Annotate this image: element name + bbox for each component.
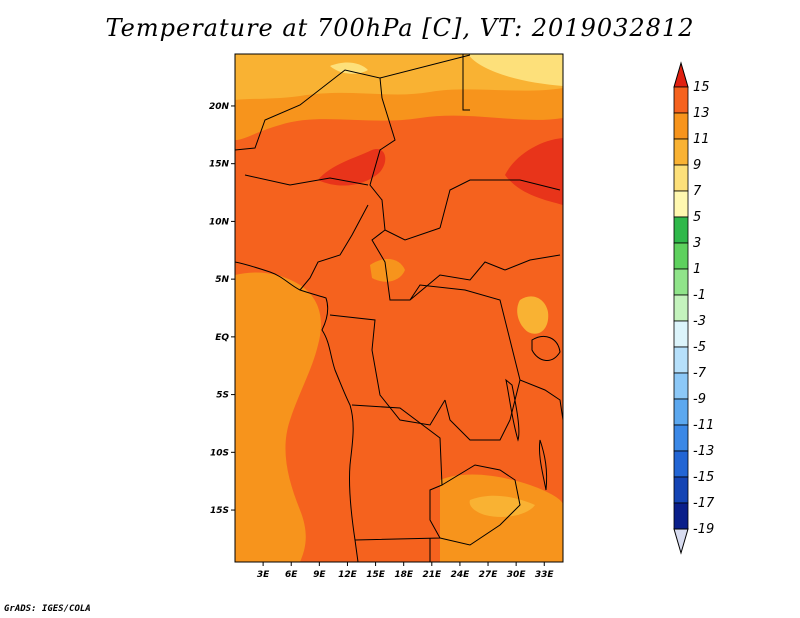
x-tick-label: 33E bbox=[535, 570, 555, 580]
colorbar-label: 3 bbox=[693, 236, 701, 251]
x-tick-label: 9E bbox=[313, 570, 326, 580]
border-nigeria-cameroon bbox=[299, 204, 369, 291]
x-tick-label: 27E bbox=[479, 570, 499, 580]
y-axis: 20N 15N 10N 5N EQ 5S 10S 15S bbox=[209, 102, 235, 516]
colorbar: 15 13 11 9 7 5 3 1 -1 -3 -5 -7 -9 -11 -13 -15 -17 -19 bbox=[673, 61, 715, 555]
colorbar-label: 7 bbox=[693, 184, 702, 199]
colorbar-segment bbox=[673, 450, 689, 478]
field-7c-north bbox=[235, 54, 563, 100]
temperature-field bbox=[235, 54, 563, 562]
y-tick-label: 20N bbox=[209, 102, 230, 112]
colorbar-label: -3 bbox=[693, 314, 706, 329]
map-frame bbox=[234, 53, 564, 563]
border-niger-nigeria bbox=[244, 174, 369, 186]
credit-label: GrADS: IGES/COLA bbox=[4, 604, 91, 614]
colorbar-label: -11 bbox=[693, 418, 714, 433]
colorbar-segment bbox=[673, 424, 689, 452]
colorbar-label: 15 bbox=[693, 80, 710, 95]
field-13c-sahel bbox=[318, 149, 386, 186]
colorbar-label: 9 bbox=[693, 158, 701, 173]
colorbar-segment bbox=[673, 476, 689, 504]
colorbar-segment bbox=[673, 164, 689, 192]
colorbar-label: -7 bbox=[693, 366, 707, 381]
field-7c-south bbox=[469, 495, 535, 517]
colorbar-segment bbox=[673, 294, 689, 322]
x-tick-label: 15E bbox=[366, 570, 386, 580]
y-tick-label: 15N bbox=[209, 160, 230, 170]
chart-title: Temperature at 700hPa [C], VT: 201903281… bbox=[105, 14, 695, 42]
colorbar-label: 1 bbox=[693, 262, 701, 277]
x-tick-label: 30E bbox=[507, 570, 527, 580]
border-sudan-ssudan bbox=[439, 179, 561, 229]
field-9c-congo bbox=[370, 258, 405, 282]
colorbar-arrow-bottom bbox=[673, 528, 689, 555]
field-9c-atlantic bbox=[235, 272, 321, 562]
colorbar-segment bbox=[673, 346, 689, 374]
colorbar-label: -5 bbox=[693, 340, 706, 355]
colorbar-segment bbox=[673, 216, 689, 244]
x-axis: 3E 6E 9E 12E 15E 18E 21E 24E 27E 30E 33E bbox=[257, 562, 555, 580]
colorbar-segment bbox=[673, 268, 689, 296]
border-drc-west bbox=[329, 314, 446, 426]
border-libya-chad bbox=[379, 54, 471, 79]
colorbar-segment bbox=[673, 190, 689, 218]
colorbar-label: -15 bbox=[693, 470, 714, 485]
colorbar-segment bbox=[673, 502, 689, 530]
colorbar-segment bbox=[673, 112, 689, 140]
border-east-africa bbox=[504, 254, 561, 271]
x-tick-label: 3E bbox=[257, 570, 270, 580]
y-tick-label: 15S bbox=[210, 506, 229, 516]
coastline-west-africa bbox=[235, 261, 359, 562]
y-tick-label: 5N bbox=[215, 275, 229, 285]
colorbar-arrow-top bbox=[673, 61, 689, 88]
y-tick-label: 10N bbox=[209, 217, 230, 227]
lake-tanganyika bbox=[505, 378, 520, 442]
colorbar-label: -9 bbox=[693, 392, 706, 407]
colorbar-label: -17 bbox=[693, 496, 715, 511]
colorbar-segment bbox=[673, 398, 689, 426]
border-zambia bbox=[439, 464, 521, 546]
y-tick-label: EQ bbox=[215, 333, 229, 343]
colorbar-segment bbox=[673, 138, 689, 166]
border-angola bbox=[351, 404, 443, 541]
y-tick-label: 5S bbox=[216, 391, 229, 401]
field-9c-south bbox=[440, 474, 563, 562]
colorbar-segment bbox=[673, 86, 689, 114]
field-5c-ne bbox=[468, 54, 563, 86]
field-5c-nw bbox=[330, 62, 368, 74]
colorbar-label: 5 bbox=[693, 210, 701, 225]
x-tick-label: 24E bbox=[451, 570, 471, 580]
colorbar-label: -1 bbox=[693, 288, 706, 303]
colorbar-label: 11 bbox=[693, 132, 710, 147]
colorbar-label: -19 bbox=[693, 522, 714, 537]
colorbar-segment bbox=[673, 320, 689, 348]
x-tick-label: 12E bbox=[338, 570, 358, 580]
colorbar-segment bbox=[673, 242, 689, 270]
lake-malawi bbox=[539, 439, 548, 491]
border-tanzania bbox=[519, 379, 563, 421]
field-13c-sudan bbox=[505, 138, 563, 205]
x-tick-label: 18E bbox=[394, 570, 414, 580]
x-tick-label: 6E bbox=[285, 570, 298, 580]
border-chad bbox=[369, 97, 441, 241]
colorbar-label: 13 bbox=[693, 106, 710, 121]
y-tick-label: 10S bbox=[210, 448, 229, 458]
colorbar-label: -13 bbox=[693, 444, 714, 459]
lake-victoria bbox=[531, 336, 561, 361]
country-borders bbox=[235, 54, 563, 562]
colorbar-segment bbox=[673, 372, 689, 400]
field-7c-eastafrica bbox=[517, 296, 549, 334]
border-egypt-sudan bbox=[462, 54, 470, 111]
x-tick-label: 21E bbox=[422, 570, 442, 580]
